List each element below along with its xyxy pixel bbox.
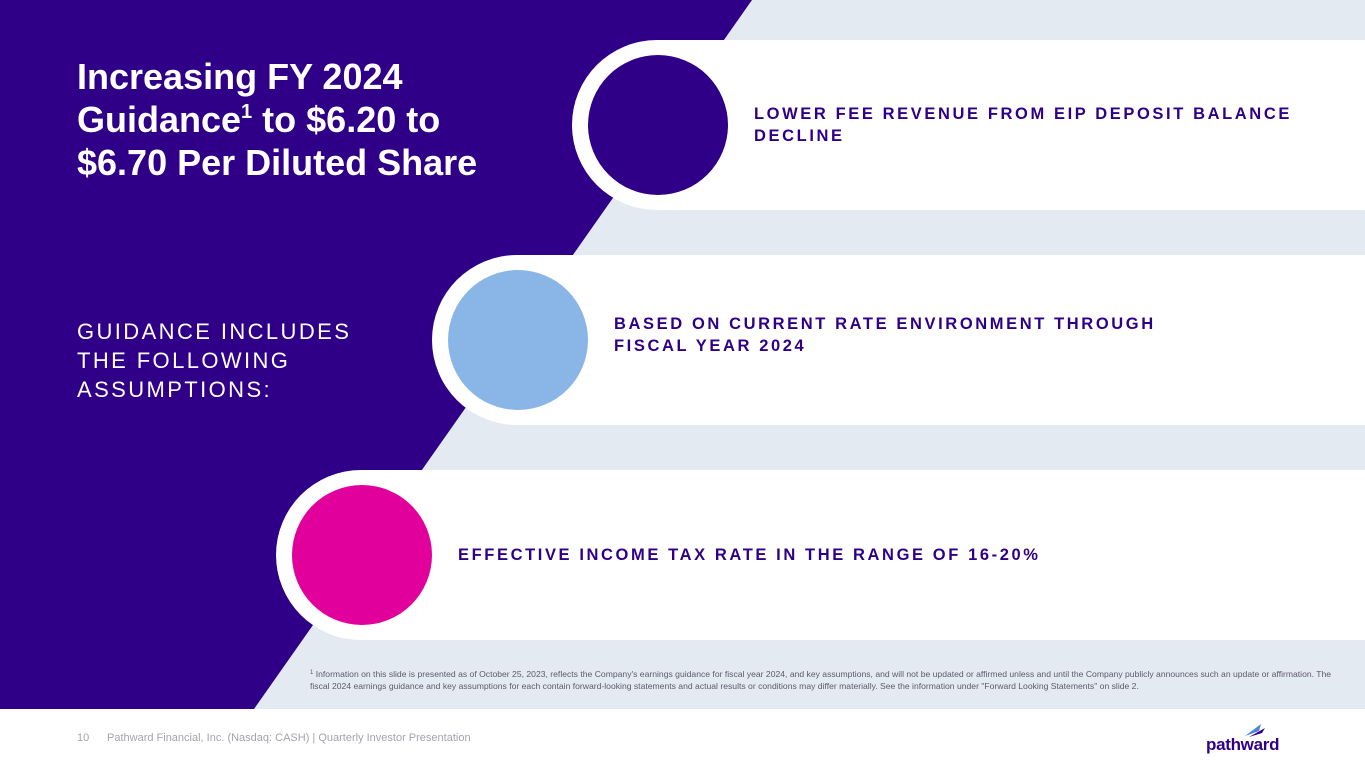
assumptions-subtitle: GUIDANCE INCLUDES THE FOLLOWING ASSUMPTI… [77,319,352,402]
assumption-text-2: BASED ON CURRENT RATE ENVIRONMENT THROUG… [614,315,1156,355]
footer-bar [0,709,1365,768]
title-guidance: Guidance [77,99,242,140]
assumption-circle-3 [292,485,432,625]
assumption-card-3: EFFECTIVE INCOME TAX RATE IN THE RANGE O… [276,470,1365,640]
assumption-card-2: BASED ON CURRENT RATE ENVIRONMENT THROUG… [432,255,1365,425]
footnote-text: Information on this slide is presented a… [310,669,1332,691]
assumption-card-1: LOWER FEE REVENUE FROM EIP DEPOSIT BALAN… [572,40,1365,210]
assumption-text-3: EFFECTIVE INCOME TAX RATE IN THE RANGE O… [458,546,1041,564]
title-line-1: Increasing FY 2024 [77,56,403,97]
pathward-logo: pathward [1198,722,1298,756]
assumption-circle-2 [448,270,588,410]
title-footnote-marker: 1 [241,101,253,123]
title-line-3: $6.70 Per Diluted Share [77,142,478,183]
assumption-text-1: LOWER FEE REVENUE FROM EIP DEPOSIT BALAN… [754,105,1292,145]
title-line-2-rest: to $6.20 to [252,99,441,140]
logo-swoosh-icon [1245,724,1265,737]
page-number: 10 [77,732,90,744]
slide-title: Increasing FY 2024 Guidance1 to $6.20 to… [77,55,557,184]
footnote-marker: 1 [310,670,314,676]
footer-text: Pathward Financial, Inc. (Nasdaq: CASH) … [107,732,471,744]
logo-text: pathward [1206,735,1280,754]
footnote: 1 Information on this slide is presented… [310,668,1350,692]
assumption-circle-1 [588,55,728,195]
